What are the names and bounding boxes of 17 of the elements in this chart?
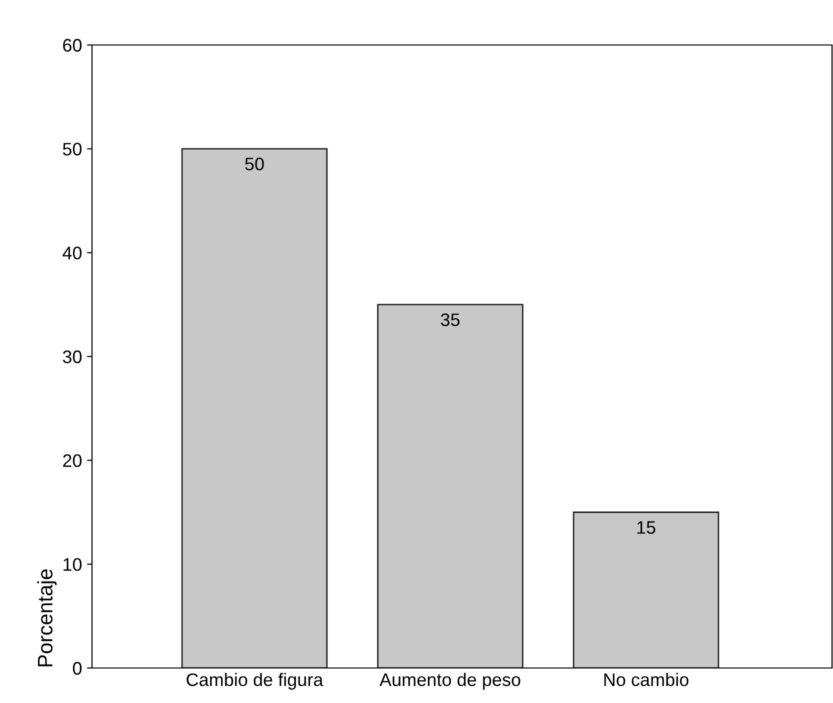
bar (377, 304, 524, 668)
y-tick-label: 20 (63, 454, 82, 468)
x-tick-label: Cambio de figura (186, 672, 324, 690)
bar (181, 148, 328, 668)
x-tick-label: Aumento de peso (380, 672, 520, 690)
data-label: 35 (440, 313, 460, 326)
y-tick-label: 50 (62, 142, 82, 156)
y-tick-label: 60 (63, 38, 82, 52)
y-tick-label: 30 (62, 350, 82, 364)
y-axis-title: Porcentaje (37, 569, 57, 666)
x-tick-label: No cambio (604, 672, 688, 686)
bar (572, 512, 720, 668)
data-label: 15 (637, 521, 656, 534)
data-label: 50 (245, 158, 264, 170)
y-tick-label: 0 (72, 662, 82, 675)
y-tick-label: 40 (62, 246, 82, 260)
y-tick-label: 10 (64, 558, 82, 571)
